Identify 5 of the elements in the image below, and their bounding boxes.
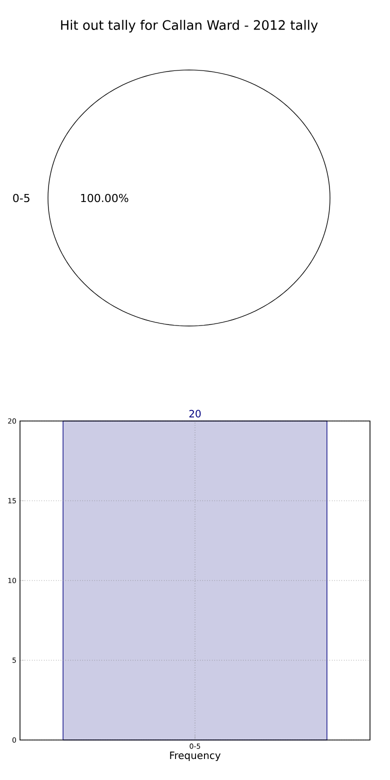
slice-label: 0-5 xyxy=(13,194,30,202)
chart-title: Hit out tally for Callan Ward - 2012 tally xyxy=(61,20,318,32)
data-label: 20 xyxy=(189,410,201,418)
x-axis-title: Frequency xyxy=(170,752,221,762)
data-label: 100.00% xyxy=(81,194,128,202)
